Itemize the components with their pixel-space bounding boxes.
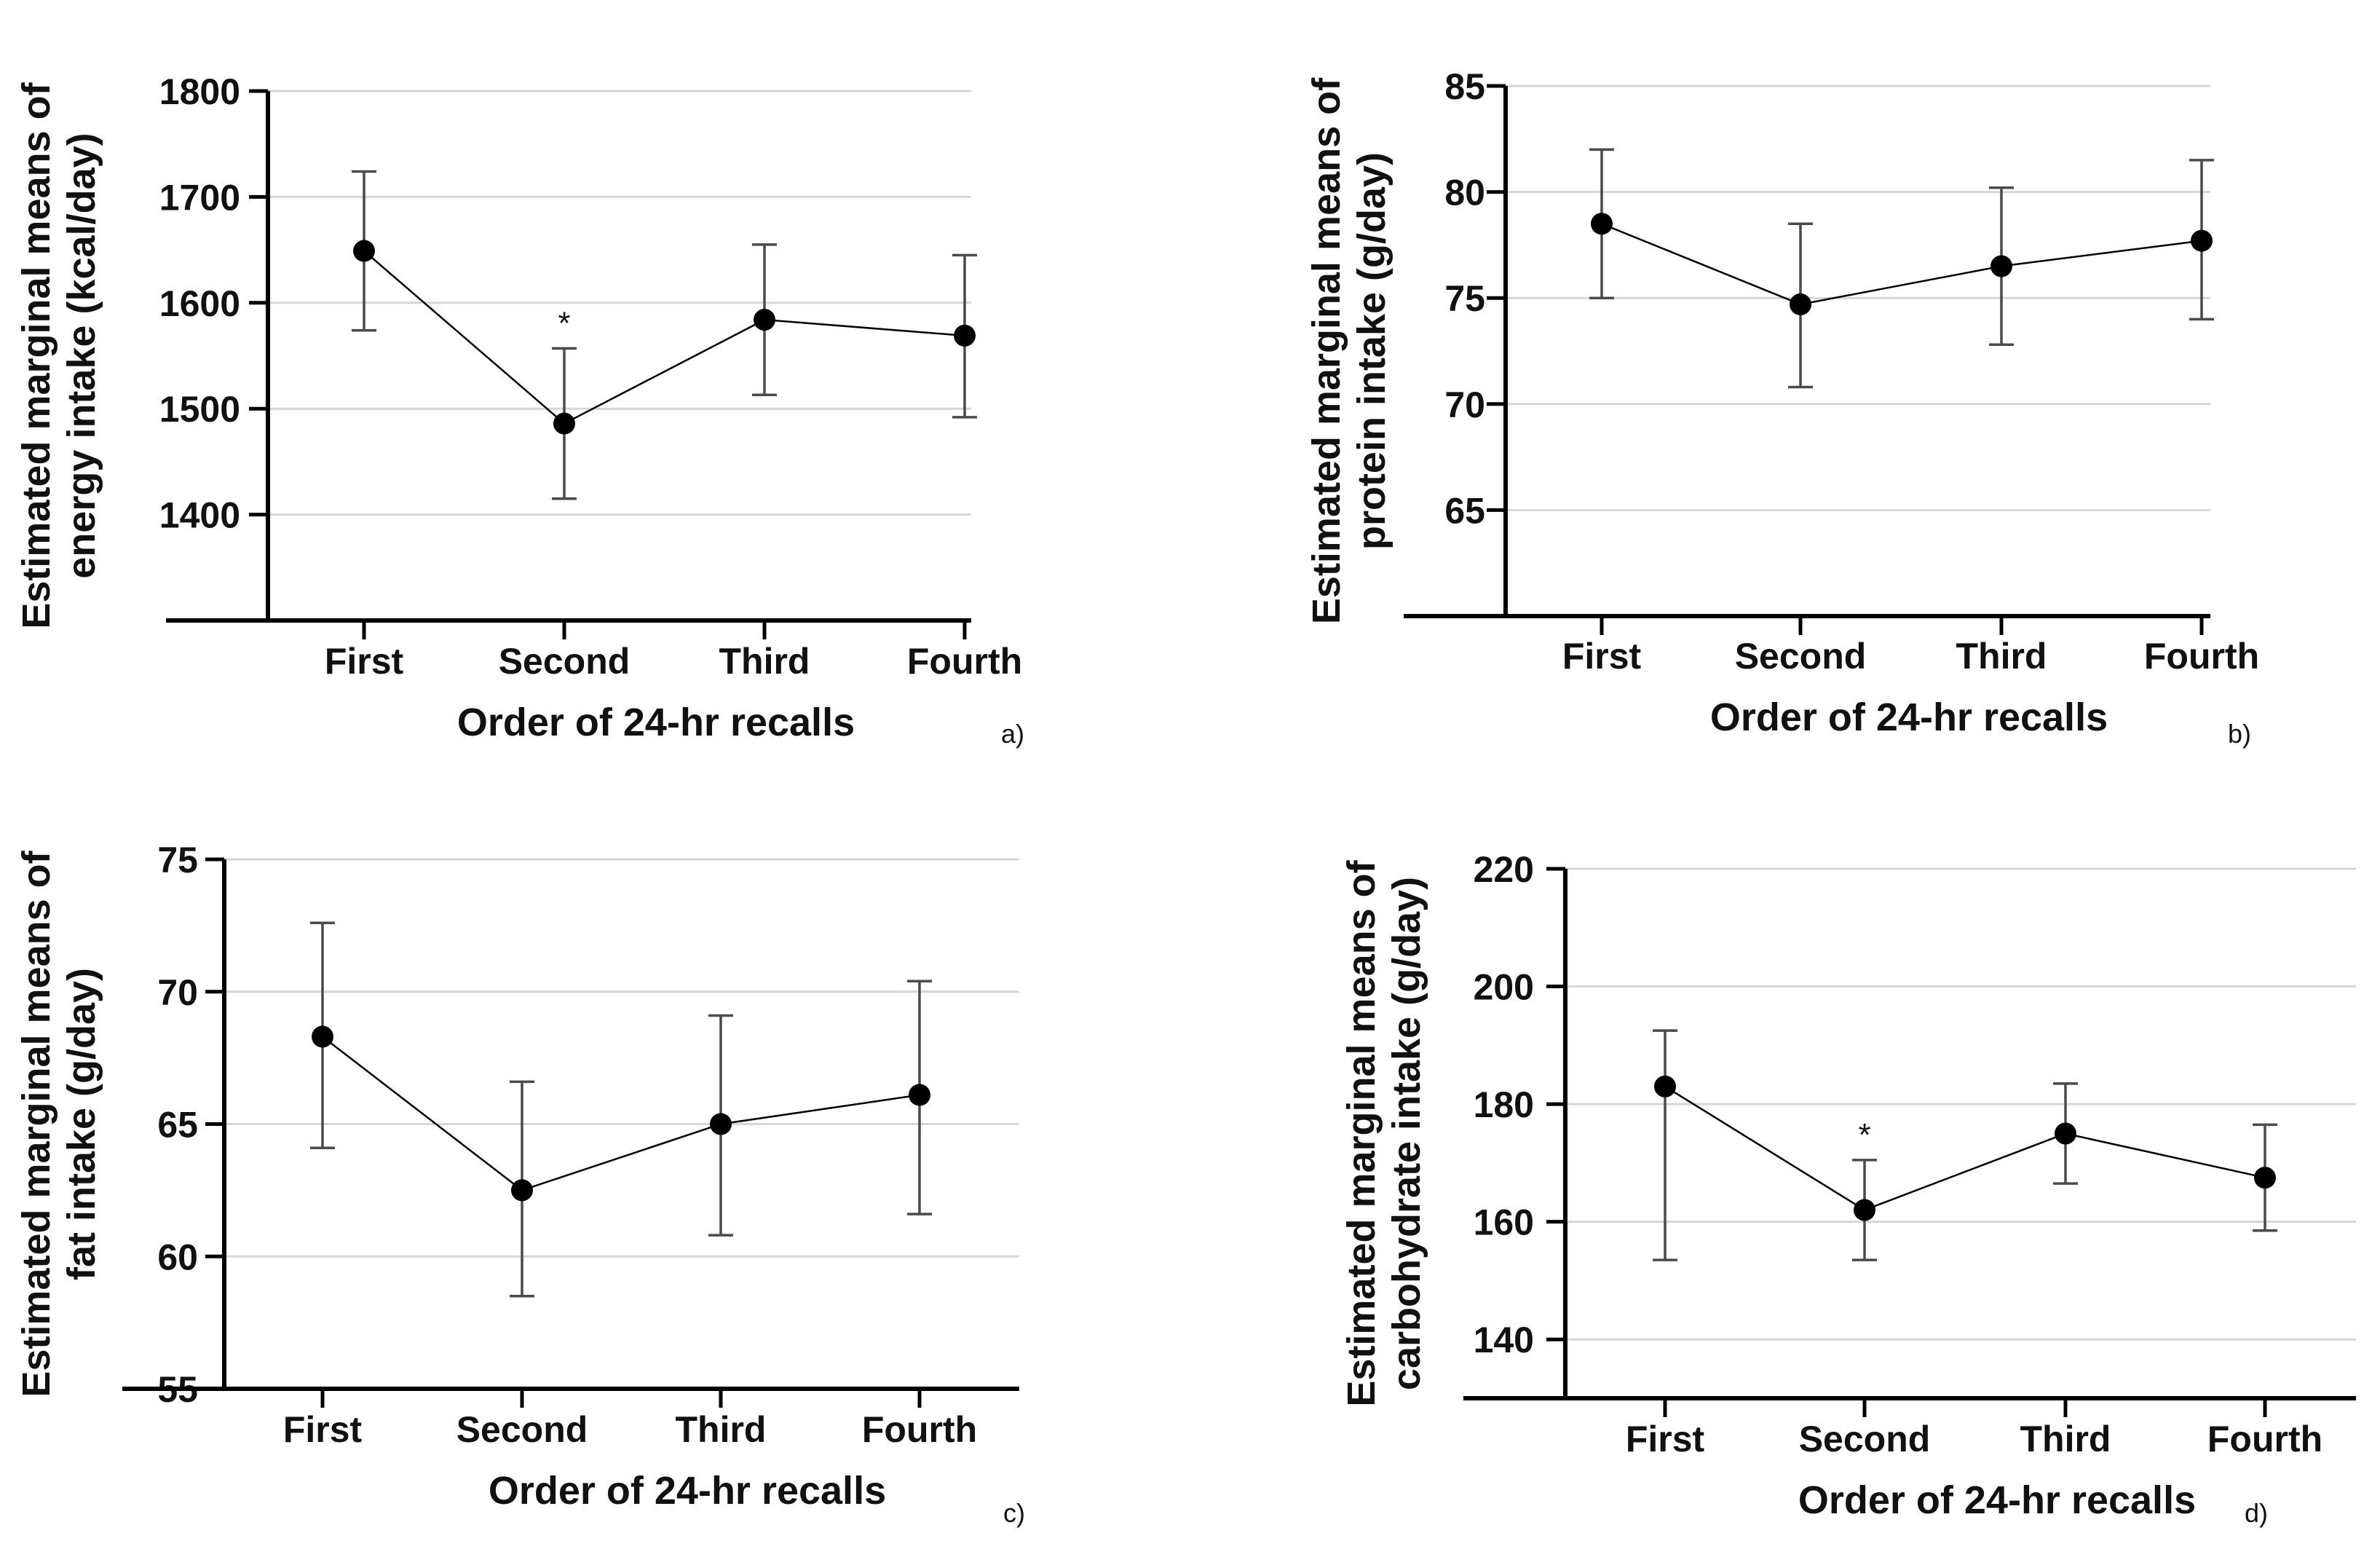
- y-tick-label: 65: [1444, 490, 1485, 531]
- panel-label: c): [1003, 1498, 1025, 1528]
- y-tick-label: 200: [1474, 967, 1534, 1008]
- data-point: [2254, 1167, 2276, 1189]
- panel-label: d): [2245, 1498, 2268, 1528]
- data-point: [2055, 1122, 2076, 1145]
- y-axis-title-line: carbohydrate intake (g/day): [1385, 877, 1428, 1390]
- x-tick-label: Second: [456, 1409, 588, 1450]
- x-tick-label: Third: [1956, 636, 2047, 677]
- y-tick-label: 140: [1474, 1320, 1534, 1360]
- chart-panel-4: 140 160 180 200 220 First Second Third Fourth Ord…: [1340, 849, 2356, 1528]
- y-tick-label: 75: [1444, 278, 1485, 319]
- y-tick-label: 85: [1444, 66, 1485, 107]
- x-axis-title: Order of 24-hr recalls: [1710, 695, 2108, 739]
- y-axis-title-line: Estimated marginal means of: [1305, 77, 1348, 624]
- data-point: [710, 1113, 732, 1135]
- data-point: [2191, 229, 2213, 252]
- x-tick-label: Third: [2020, 1419, 2111, 1459]
- series-line: [1601, 223, 2202, 306]
- y-tick-label: 1700: [159, 177, 240, 218]
- y-tick-label: 1400: [159, 495, 240, 536]
- significance-marker: *: [1858, 1117, 1870, 1153]
- data-point: [1591, 213, 1613, 235]
- x-axis-title: Order of 24-hr recalls: [1798, 1478, 2196, 1522]
- y-tick-label: 65: [157, 1105, 198, 1146]
- y-tick-label: 1800: [159, 71, 240, 112]
- panel-label: b): [2228, 719, 2251, 749]
- y-tick-label: 70: [157, 972, 198, 1013]
- data-point: [1990, 255, 2012, 277]
- series-line: [363, 250, 965, 425]
- x-tick-label: Fourth: [907, 641, 1022, 682]
- data-point: [754, 309, 775, 331]
- data-point: [511, 1179, 533, 1202]
- chart-panel-2: 65 70 75 80 85 First Second Third Fourth Order of…: [1305, 66, 2259, 749]
- x-tick-label: First: [1562, 636, 1642, 677]
- panel-label: a): [1001, 719, 1024, 749]
- y-axis-title-line: Estimated marginal means of: [15, 850, 58, 1397]
- x-tick-label: Third: [719, 641, 810, 682]
- series-line: [1664, 1085, 2266, 1211]
- x-tick-label: First: [1626, 1419, 1705, 1459]
- data-point: [954, 324, 976, 347]
- data-point: [1654, 1075, 1676, 1097]
- x-tick-label: Third: [676, 1409, 767, 1450]
- y-axis-title-line: fat intake (g/day): [60, 968, 103, 1280]
- data-point: [909, 1084, 930, 1106]
- y-tick-label: 75: [157, 840, 198, 880]
- x-axis-title: Order of 24-hr recalls: [489, 1469, 886, 1513]
- y-tick-label: 160: [1474, 1202, 1534, 1243]
- y-axis-title: Estimated marginal means ofprotein intak…: [1305, 77, 1393, 624]
- y-tick-label: 180: [1474, 1084, 1534, 1125]
- y-tick-label: 1600: [159, 283, 240, 324]
- x-tick-label: Fourth: [862, 1409, 977, 1450]
- y-axis-title: Estimated marginal means offat intake (g…: [15, 850, 103, 1397]
- x-tick-label: Second: [499, 641, 630, 682]
- x-axis-title: Order of 24-hr recalls: [457, 701, 855, 744]
- y-axis-title-line: energy intake (kcal/day): [60, 133, 103, 578]
- x-tick-label: Fourth: [2144, 636, 2259, 677]
- data-point: [353, 240, 375, 262]
- y-tick-label: 220: [1474, 849, 1534, 890]
- data-point: [553, 412, 575, 435]
- x-tick-label: Fourth: [2207, 1419, 2322, 1459]
- data-point: [1790, 293, 1811, 315]
- y-tick-label: 80: [1444, 173, 1485, 213]
- data-point: [1854, 1199, 1875, 1221]
- y-axis-title: Estimated marginal means ofenergy intake…: [15, 82, 103, 628]
- y-axis-title-line: protein intake (g/day): [1350, 152, 1393, 550]
- x-tick-label: First: [325, 641, 404, 682]
- data-point: [312, 1025, 333, 1048]
- x-tick-label: First: [283, 1409, 363, 1450]
- series-line: [322, 1036, 920, 1191]
- y-tick-label: 1500: [159, 389, 240, 430]
- y-axis-title-line: Estimated marginal means of: [15, 82, 58, 628]
- x-tick-label: Second: [1735, 636, 1867, 677]
- x-tick-label: Second: [1799, 1419, 1931, 1459]
- chart-panel-1: 1400 1500 1600 1700 1800 First Second Third Four…: [15, 71, 1024, 749]
- y-axis-title-line: Estimated marginal means of: [1340, 859, 1383, 1406]
- y-axis-title: Estimated marginal means ofcarbohydrate …: [1340, 859, 1428, 1406]
- y-tick-label: 60: [157, 1237, 198, 1277]
- significance-marker: *: [558, 305, 570, 341]
- y-tick-label: 70: [1444, 385, 1485, 425]
